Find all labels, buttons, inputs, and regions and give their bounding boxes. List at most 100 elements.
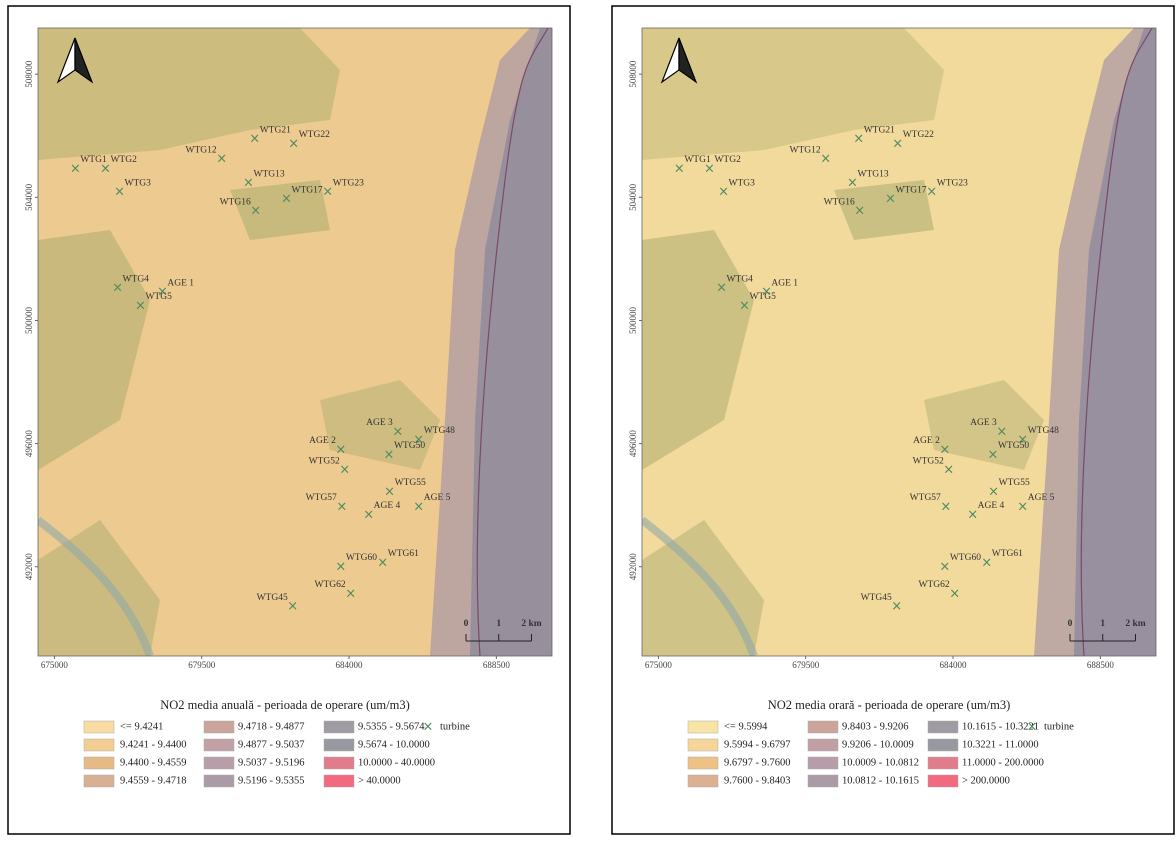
- river: [642, 516, 758, 656]
- concentration-band: [470, 28, 552, 656]
- turbine-label: WTG55: [395, 478, 426, 488]
- turbine-label: AGE 1: [167, 278, 194, 288]
- turbine-marker: ×: [892, 137, 903, 152]
- legend-swatch: [807, 774, 839, 788]
- turbine-label: WTG57: [306, 493, 337, 503]
- map-panel: 675000 679500 684000 688500 492000 496000 5000…: [611, 5, 1175, 835]
- legend-swatch: [927, 756, 959, 770]
- legend-swatch: [807, 738, 839, 752]
- turbine-marker: ×: [674, 161, 685, 176]
- legend-swatch: [927, 720, 959, 734]
- map: [38, 28, 552, 656]
- turbine-marker: ×: [939, 560, 950, 575]
- turbine-label: WTG12: [186, 145, 217, 155]
- x-tick-label: 675000: [645, 660, 673, 670]
- turbine-marker: ×: [926, 185, 937, 200]
- turbine-label: WTG5: [749, 292, 776, 302]
- legend-swatch: [203, 738, 235, 752]
- turbine-label: WTG17: [291, 185, 322, 195]
- turbine-label: WTG60: [346, 553, 377, 563]
- map: [642, 28, 1156, 656]
- turbine-label: AGE 3: [970, 418, 997, 428]
- legend-swatch: [323, 774, 355, 788]
- turbine-label: WTG21: [260, 125, 291, 135]
- turbine-label: WTG5: [145, 292, 172, 302]
- north-arrow: [74, 37, 94, 84]
- y-tick-label: 492000: [628, 553, 638, 581]
- turbine-label: WTG3: [125, 178, 152, 188]
- legend-swatch: [927, 738, 959, 752]
- legend-label: 9.4241 - 9.4400: [120, 739, 187, 750]
- road: [476, 28, 549, 656]
- turbine-label: AGE 2: [913, 436, 940, 446]
- north-arrow: [678, 37, 698, 84]
- legend-label: 9.8403 - 9.9206: [842, 721, 909, 732]
- turbine-label: WTG12: [790, 145, 821, 155]
- scale-label: 2 km: [1125, 619, 1145, 629]
- turbine-label: WTG45: [257, 593, 288, 603]
- turbine-marker: ×: [891, 599, 902, 614]
- legend-label: > 40.0000: [358, 775, 401, 786]
- road: [1080, 28, 1153, 656]
- turbine-label: WTG48: [424, 426, 455, 436]
- turbine-label: AGE 3: [366, 418, 393, 428]
- legend-swatch: [687, 720, 719, 734]
- turbine-marker: ×: [377, 556, 388, 571]
- legend-title: NO2 media anuală - perioada de operare (…: [160, 698, 410, 712]
- turbine-label: WTG48: [1028, 426, 1059, 436]
- turbine-marker: ×: [100, 161, 111, 176]
- turbine-label: AGE 5: [424, 493, 451, 503]
- turbine-label: AGE 4: [978, 501, 1005, 511]
- x-tick-label: 684000: [336, 660, 364, 670]
- legend-label: 9.4877 - 9.5037: [238, 739, 305, 750]
- legend-swatch: [807, 720, 839, 734]
- legend-swatch: [687, 756, 719, 770]
- turbine-label: WTG57: [910, 493, 941, 503]
- turbine-marker: ×: [1017, 500, 1028, 515]
- scale-label: 1: [1100, 619, 1105, 629]
- y-tick-label: 508000: [24, 60, 34, 88]
- turbine-label: WTG21: [864, 125, 895, 135]
- turbine-marker: ×: [243, 176, 254, 191]
- forest-area: [834, 180, 934, 240]
- turbine-marker: ×: [704, 161, 715, 176]
- turbine-label: WTG4: [123, 274, 150, 284]
- forest-area: [642, 520, 764, 656]
- turbine-marker: ×: [335, 443, 346, 458]
- turbine-label: WTG13: [858, 169, 889, 179]
- turbine-marker: ×: [988, 484, 999, 499]
- turbine-marker: ×: [345, 586, 356, 601]
- forest-area: [924, 380, 1044, 470]
- turbine-marker: ×: [943, 463, 954, 478]
- turbine-label: WTG62: [919, 580, 950, 590]
- map-panel: 675000 679500 684000 688500 492000 496000 5000…: [7, 5, 571, 835]
- map-frame: [37, 27, 553, 657]
- river: [38, 516, 154, 656]
- turbine-marker: ×: [413, 432, 424, 447]
- forest-area: [642, 28, 944, 160]
- turbine-marker: ×: [112, 281, 123, 296]
- turbine-marker: ×: [949, 586, 960, 601]
- turbine-marker: ×: [70, 161, 81, 176]
- turbine-label: WTG60: [950, 553, 981, 563]
- turbine-label: WTG22: [299, 130, 330, 140]
- legend-label: 11.0000 - 200.0000: [962, 757, 1044, 768]
- turbine-marker: ×: [288, 137, 299, 152]
- y-tick-label: 492000: [24, 553, 34, 581]
- turbine-label: WTG16: [824, 197, 855, 207]
- legend-label: 9.5037 - 9.5196: [238, 757, 305, 768]
- legend-label: <= 9.4241: [120, 721, 163, 732]
- turbine-label: WTG61: [388, 549, 419, 559]
- legend-label: turbine: [1044, 721, 1074, 732]
- turbine-label: WTG52: [913, 456, 944, 466]
- turbine-label: WTG16: [220, 197, 251, 207]
- legend-label: 9.4718 - 9.4877: [238, 721, 305, 732]
- turbine-marker: ×: [940, 500, 951, 515]
- x-tick-label: 679500: [188, 660, 216, 670]
- turbine-marker: ×: [384, 447, 395, 462]
- legend-label: 9.5994 - 9.6797: [724, 739, 791, 750]
- legend-swatch: [687, 774, 719, 788]
- forest-area: [38, 28, 340, 160]
- turbine-marker: ×: [885, 192, 896, 207]
- turbine-label: AGE 2: [309, 436, 336, 446]
